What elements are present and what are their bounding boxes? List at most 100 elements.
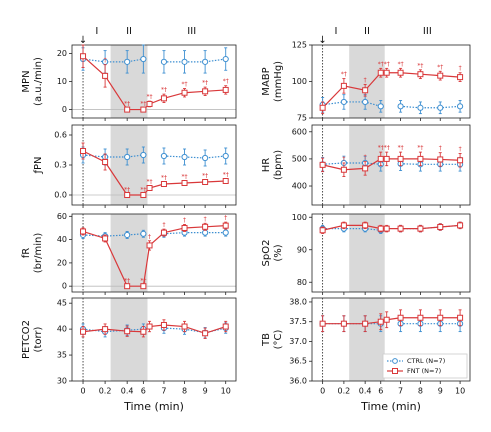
marker (140, 151, 147, 159)
marker (340, 320, 347, 327)
significance-label: † (204, 216, 207, 223)
y-tick-label: 30 (57, 377, 67, 386)
significance-label: † (224, 215, 227, 222)
y-tick-label: 45 (57, 299, 67, 308)
marker (417, 314, 424, 321)
significance-label: *† (223, 78, 229, 85)
y-tick-label: 90 (297, 245, 307, 254)
marker (140, 106, 147, 113)
marker (383, 69, 390, 76)
plot-frame (71, 213, 237, 293)
marker (417, 155, 424, 162)
phase-label: I (334, 26, 337, 37)
y-axis-title: SpO2 (261, 240, 272, 267)
x-tick-label: 8 (182, 387, 187, 396)
onset-arrow: ↓ (79, 35, 87, 46)
y-tick-label: 36.0 (289, 377, 307, 386)
marker (124, 192, 131, 198)
significance-label: *† (147, 179, 153, 186)
significance-label: *† (417, 62, 423, 69)
legend-marker (392, 358, 398, 364)
marker (362, 222, 369, 229)
significance-label: *† (398, 145, 404, 152)
marker (437, 224, 444, 230)
series-line (82, 154, 226, 159)
y-tick-label: 400 (292, 182, 307, 191)
significance-label: † (148, 233, 151, 240)
marker (383, 316, 390, 323)
marker (181, 224, 188, 231)
marker (377, 318, 384, 325)
marker (160, 321, 167, 328)
series-line (82, 58, 226, 63)
significance-label: † (459, 65, 462, 72)
marker (160, 58, 168, 65)
x-tick-label: 0.2 (99, 387, 112, 396)
x-tick-label: 9 (203, 387, 208, 396)
marker (417, 225, 424, 232)
marker (124, 153, 131, 161)
marker (340, 222, 347, 229)
marker (340, 98, 347, 106)
marker (222, 86, 229, 93)
marker (397, 103, 404, 110)
marker (160, 152, 168, 160)
marker (362, 98, 369, 106)
marker (222, 152, 229, 160)
significance-label: † (364, 154, 367, 161)
marker (383, 225, 390, 232)
y-tick-label: 20 (57, 258, 67, 267)
phase-shade (110, 298, 148, 381)
y-tick-label: 0 (62, 282, 67, 291)
marker (202, 58, 209, 65)
marker (437, 72, 444, 79)
significance-label: *† (223, 172, 229, 179)
marker (202, 179, 209, 185)
marker (202, 330, 209, 337)
marker (222, 229, 229, 236)
plot-frame (311, 124, 471, 206)
legend-label: CTRL (N=7) (407, 357, 445, 365)
marker (80, 148, 87, 154)
marker (377, 69, 384, 76)
marker (319, 104, 326, 111)
y-tick-label: 600 (292, 127, 307, 136)
y-axis-title: (bpm) (273, 150, 284, 180)
x-tick-label: 0.4 (121, 387, 134, 396)
marker (222, 323, 229, 330)
significance-label: *† (182, 81, 188, 88)
marker (377, 155, 384, 162)
legend-label: FNT (N=7) (407, 367, 441, 375)
y-axis-title: MPN (21, 70, 32, 92)
marker (146, 242, 153, 249)
marker (377, 103, 384, 110)
x-tick-label: 10 (455, 387, 465, 396)
plot-frame (71, 297, 237, 382)
significance-label: *† (147, 94, 153, 101)
marker (417, 104, 424, 111)
marker (202, 88, 209, 95)
marker (222, 55, 229, 63)
x-tick-label: 0 (80, 387, 85, 396)
marker (181, 89, 188, 96)
significance-label: † (342, 155, 345, 162)
significance-label: *† (202, 80, 208, 87)
y-axis-title: fR (21, 248, 32, 259)
y-tick-label: 60 (57, 212, 67, 221)
x-tick-label: 6 (378, 387, 383, 396)
marker (124, 231, 131, 239)
plot-frame (311, 297, 471, 382)
marker (124, 58, 131, 65)
plot-frame (71, 124, 237, 206)
marker (146, 185, 153, 191)
marker (140, 230, 147, 237)
significance-label: *† (384, 145, 390, 152)
x-tick-label: 0 (320, 387, 325, 396)
phase-label: III (187, 26, 196, 37)
marker (181, 180, 188, 186)
significance-label: *† (124, 187, 130, 194)
marker (457, 314, 464, 321)
marker (457, 222, 464, 229)
marker (202, 229, 209, 236)
